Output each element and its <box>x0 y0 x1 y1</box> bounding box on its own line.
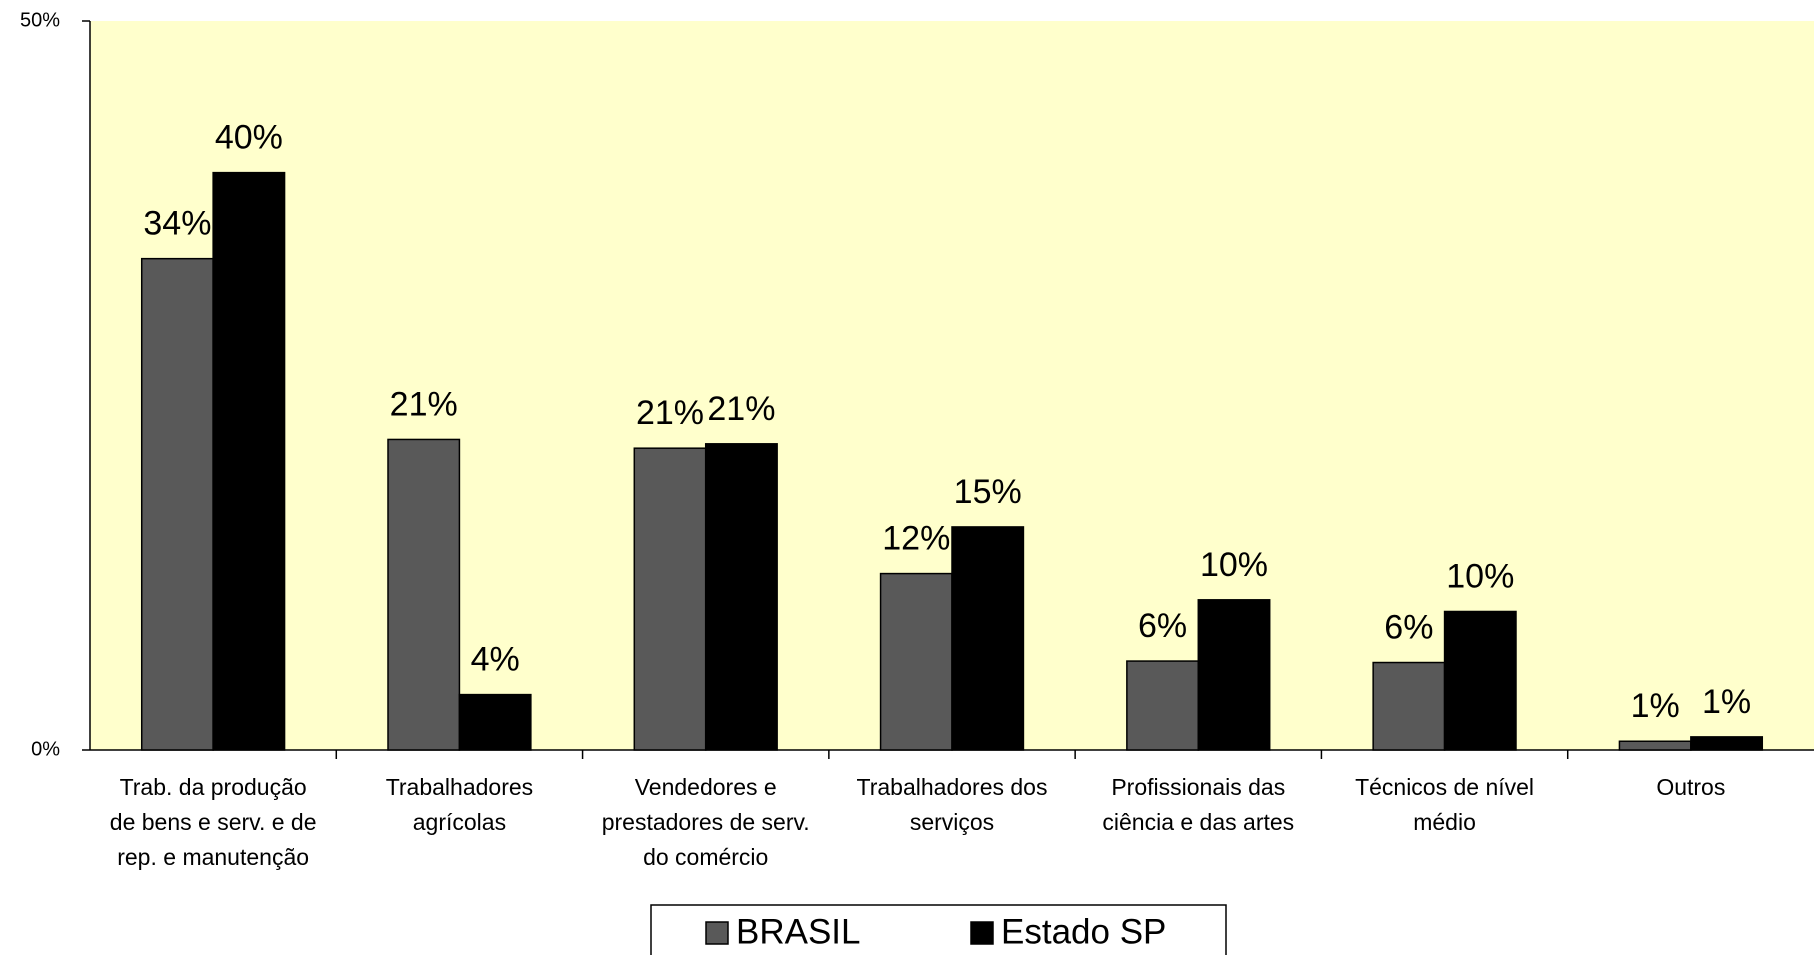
data-label: 15% <box>954 473 1022 511</box>
x-tick-label: Outros <box>1656 774 1726 800</box>
x-tick-label: Trab. da produção de bens e serv. e de r… <box>109 774 317 870</box>
legend-swatch <box>705 921 729 945</box>
x-tick-label: Técnicos de nível médio <box>1355 774 1535 835</box>
data-label: 6% <box>1384 609 1433 647</box>
x-tick-label: Profissionais das ciência e das artes <box>1102 774 1295 835</box>
bar <box>212 171 286 751</box>
legend-swatch <box>970 921 994 945</box>
bar <box>458 693 532 751</box>
data-label: 10% <box>1446 557 1514 595</box>
x-tick-label: Trabalhadores agrícolas <box>385 774 534 835</box>
data-label: 1% <box>1702 683 1751 721</box>
legend-label: BRASIL <box>736 912 861 951</box>
bar <box>387 438 461 751</box>
bar <box>1372 661 1446 751</box>
x-tick-label: Vendedores e prestadores de serv. do com… <box>601 774 810 870</box>
legend-box <box>650 904 1227 955</box>
bar <box>140 257 214 751</box>
data-label: 40% <box>215 119 283 157</box>
bar <box>1618 740 1692 751</box>
data-label: 1% <box>1631 687 1680 725</box>
data-label: 4% <box>471 641 520 679</box>
data-label: 10% <box>1200 546 1268 584</box>
data-label: 6% <box>1138 607 1187 645</box>
x-tick-label: Trabalhadores dos serviços <box>856 774 1048 835</box>
data-label: 21% <box>390 385 458 423</box>
legend-label: Estado SP <box>1001 912 1166 951</box>
bar <box>1126 660 1200 751</box>
bar <box>633 447 707 751</box>
data-label: 21% <box>707 390 775 428</box>
y-tick-label: 0% <box>31 738 60 760</box>
y-tick-label: 50% <box>20 9 60 31</box>
data-label: 34% <box>143 205 211 243</box>
bar <box>704 443 778 751</box>
bar <box>1690 736 1764 751</box>
data-label: 21% <box>636 394 704 432</box>
bar <box>951 526 1025 751</box>
bar <box>879 572 953 751</box>
bar <box>1443 610 1517 751</box>
bar <box>1197 599 1271 751</box>
data-label: 12% <box>882 520 950 558</box>
